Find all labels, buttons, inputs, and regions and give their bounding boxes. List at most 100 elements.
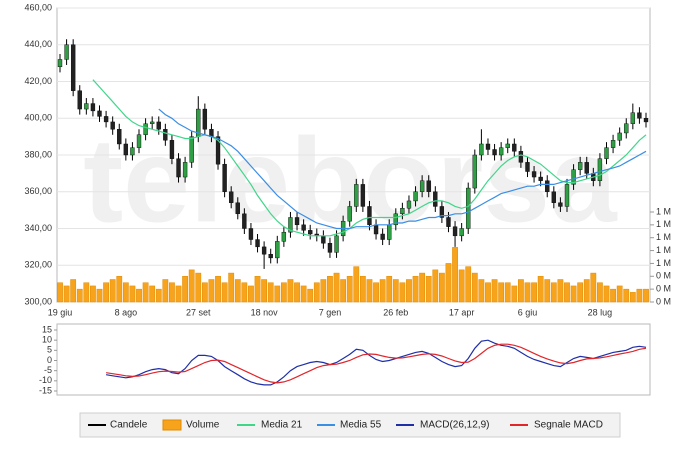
legend-label: Media 55 (340, 420, 382, 431)
volume-bar (280, 282, 287, 303)
y-tick-label: -5 (44, 365, 52, 375)
candle-body (229, 191, 234, 203)
x-tick-label: 18 nov (251, 307, 279, 317)
x-tick-label: 19 giu (48, 307, 73, 317)
volume-bar (287, 279, 294, 303)
candle-body (393, 213, 398, 226)
candle-body (327, 242, 333, 253)
candle-body (617, 132, 622, 141)
candle-body (209, 129, 214, 137)
volume-bar (83, 282, 90, 303)
y-tick-label: 340,00 (24, 223, 52, 233)
candle-body (189, 136, 194, 163)
x-tick-label: 6 giu (518, 307, 538, 317)
volume-bar (616, 285, 623, 303)
candle-body (123, 143, 129, 156)
candle-body (373, 224, 379, 235)
candle-body (558, 202, 563, 207)
candle-body (446, 217, 451, 227)
macd-panel (56, 323, 651, 396)
candle-body (117, 129, 122, 145)
candle-body (150, 121, 155, 124)
volume-bar (425, 276, 432, 303)
candle-body (518, 151, 524, 163)
volume-bar (346, 276, 353, 303)
candle-body (242, 213, 247, 229)
candle-body (255, 239, 260, 248)
y-tick-label: 360,00 (24, 186, 52, 196)
volume-bar (458, 269, 465, 303)
y-tick-label: 15 (42, 324, 52, 334)
volume-bar (234, 279, 241, 303)
volume-bar (149, 285, 156, 303)
volume-bar (162, 279, 169, 303)
volume-bar (491, 279, 498, 303)
y-tick-label: 10 (42, 335, 52, 345)
volume-bar (182, 276, 188, 303)
volume-bar (221, 282, 228, 303)
volume-bar (142, 282, 149, 303)
candle-body (202, 108, 208, 130)
y-tick-label: 460,00 (24, 2, 52, 12)
volume-bar (471, 272, 478, 303)
volume-bar (452, 247, 458, 303)
candle-body (597, 158, 603, 181)
candle-body (143, 123, 148, 135)
volume-bar (254, 276, 261, 303)
volume-bar (327, 276, 333, 303)
volume-bar (320, 279, 327, 303)
volume-bar (392, 279, 399, 303)
volume-bar (557, 279, 564, 303)
volume-bar (478, 279, 485, 303)
candle-body (466, 187, 471, 229)
volume-bar (122, 282, 129, 303)
candle-body (584, 162, 589, 174)
volume-bar (485, 282, 491, 303)
candle-body (64, 44, 69, 60)
candle-body (610, 140, 616, 148)
volume-bar (307, 288, 314, 303)
candle-body (281, 231, 287, 242)
volume-bar (274, 285, 281, 303)
candle-body (156, 121, 161, 130)
candle-body (367, 206, 372, 226)
candle-body (308, 230, 313, 235)
candle-body (103, 116, 109, 123)
y2-tick-label: 1 M (656, 232, 671, 242)
volume-bar (57, 282, 63, 303)
volume-bar (76, 288, 83, 303)
volume-bar (228, 272, 235, 303)
candle-body (419, 180, 425, 192)
candle-body (222, 163, 227, 192)
volume-bar (188, 269, 195, 303)
volume-bar (267, 282, 274, 303)
candle-body (380, 233, 385, 240)
volume-bar (70, 279, 77, 303)
candle-body (439, 206, 445, 218)
volume-bar (300, 285, 307, 303)
volume-bar (412, 276, 419, 303)
volume-bar (155, 288, 162, 303)
candle-body (275, 241, 280, 259)
candle-body (294, 217, 300, 226)
x-tick-label: 26 feb (383, 307, 408, 317)
candle-body (472, 154, 477, 189)
candle-body (334, 235, 339, 253)
volume-bar (109, 279, 116, 303)
volume-bar (439, 272, 445, 303)
candle-body (459, 228, 464, 237)
candle-body (637, 112, 642, 119)
volume-bar (583, 279, 590, 303)
volume-bar (241, 282, 248, 303)
candle-body (577, 162, 583, 170)
volume-bar (531, 282, 537, 303)
y-tick-label: 380,00 (24, 149, 52, 159)
volume-bar (504, 282, 511, 303)
candle-body (400, 208, 405, 215)
candle-body (248, 228, 254, 240)
legend (79, 412, 621, 438)
volume-bar (643, 288, 649, 303)
legend-swatch (162, 419, 182, 431)
candle-body (452, 226, 458, 237)
